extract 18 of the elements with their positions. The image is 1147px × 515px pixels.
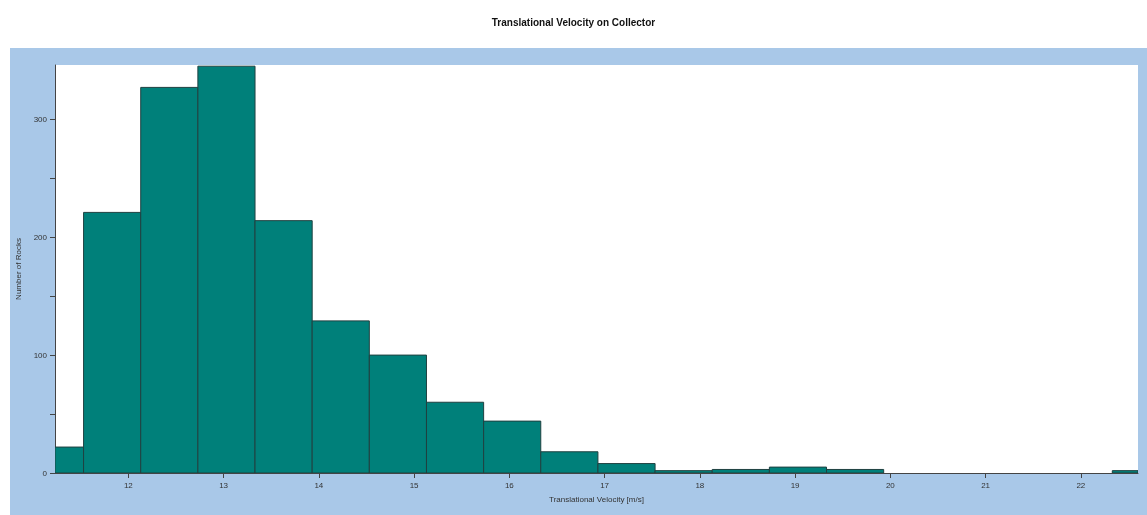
y-tick-label: 200 <box>33 232 48 242</box>
x-tick-label: 16 <box>504 480 515 490</box>
x-tick-label: 12 <box>123 480 134 490</box>
x-tick-label: 22 <box>1076 480 1086 490</box>
y-tick-label: 0 <box>42 468 48 478</box>
x-tick-label: 15 <box>409 480 420 490</box>
x-tick-label: 20 <box>885 480 896 490</box>
y-axis-title: Number of Rocks <box>14 238 24 300</box>
x-axis-title: Translational Velocity [m/s] <box>549 494 644 504</box>
y-tick-label: 300 <box>33 114 48 124</box>
x-tick-label: 19 <box>790 480 801 490</box>
y-tick-label: 100 <box>33 350 48 360</box>
x-tick-label: 14 <box>314 480 324 490</box>
x-tick-label: 13 <box>219 480 229 490</box>
x-tick-label: 21 <box>981 480 991 490</box>
x-tick-label: 17 <box>600 480 610 490</box>
x-tick-label: 18 <box>695 480 705 490</box>
chart-title: Translational Velocity on Collector <box>491 16 656 28</box>
